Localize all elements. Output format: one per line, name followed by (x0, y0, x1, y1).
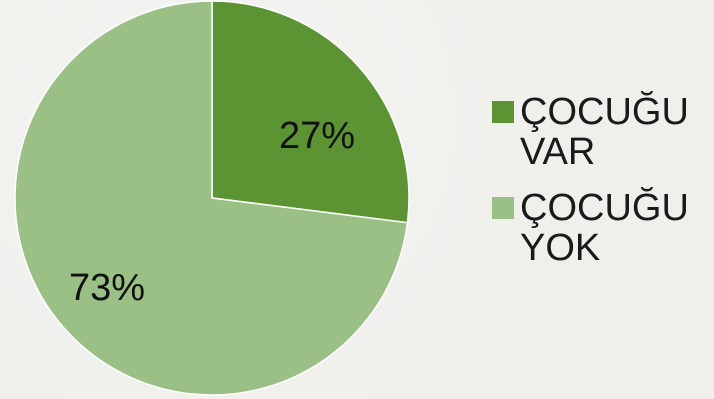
legend-swatch-cocugu-var (492, 101, 514, 123)
legend-item-cocugu-var: ÇOCUĞU VAR (492, 92, 712, 172)
legend-item-cocugu-yok: ÇOCUĞU YOK (492, 188, 712, 268)
pie-slice-cocugu-var (211, 0, 410, 224)
pie-data-labels: 27% 73% (69, 115, 355, 309)
pie-slice-cocugu-yok (14, 0, 409, 396)
legend-label-cocugu-var: ÇOCUĞU VAR (520, 91, 689, 173)
data-label-cocugu-var: 27% (279, 115, 355, 157)
data-label-cocugu-yok: 73% (69, 267, 145, 309)
pie-slices (14, 0, 410, 396)
legend-label-cocugu-yok: ÇOCUĞU YOK (520, 187, 689, 269)
legend-swatch-cocugu-yok (492, 197, 514, 219)
chart-legend: ÇOCUĞU VAR ÇOCUĞU YOK (492, 92, 712, 284)
